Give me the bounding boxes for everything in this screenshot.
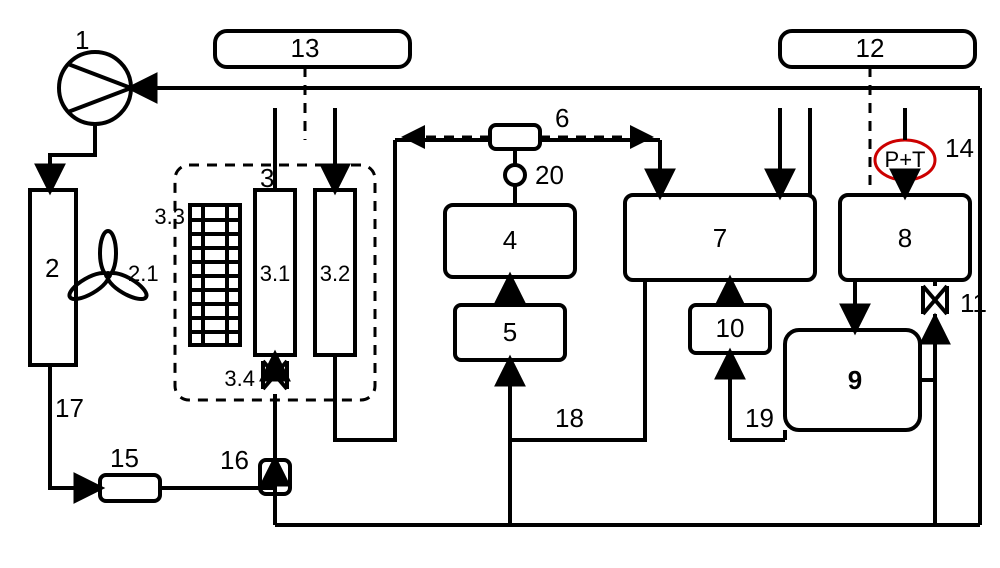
label-5: 5 <box>503 317 517 347</box>
label-3-1: 3.1 <box>260 261 291 286</box>
label-3-2: 3.2 <box>320 261 351 286</box>
label-1: 1 <box>75 25 89 55</box>
label-3-4: 3.4 <box>224 366 255 391</box>
diagram-svg: 13 12 1 2 2.1 3 3.3 3.1 3.2 3.4 4 5 6 20… <box>0 0 1000 568</box>
node-1 <box>59 52 131 124</box>
label-16: 16 <box>220 445 249 475</box>
label-18: 18 <box>555 403 584 433</box>
node-15 <box>100 475 160 501</box>
label-19: 19 <box>745 403 774 433</box>
label-3-3: 3.3 <box>154 204 185 229</box>
label-13: 13 <box>291 33 320 63</box>
edge-2-15 <box>50 365 100 488</box>
label-8: 8 <box>898 223 912 253</box>
label-17: 17 <box>55 393 84 423</box>
label-2-1: 2.1 <box>128 261 159 286</box>
label-9: 9 <box>848 365 862 395</box>
label-15: 15 <box>110 443 139 473</box>
edge-1-2 <box>50 124 95 190</box>
valve-3-4-icon <box>263 361 287 389</box>
label-7: 7 <box>713 223 727 253</box>
node-20 <box>505 165 525 185</box>
label-6: 6 <box>555 103 569 133</box>
label-2: 2 <box>45 253 59 283</box>
label-12: 12 <box>856 33 885 63</box>
valve-11-icon <box>923 286 947 314</box>
label-14: 14 <box>945 133 974 163</box>
label-20: 20 <box>535 160 564 190</box>
node-6 <box>490 125 540 149</box>
label-4: 4 <box>503 225 517 255</box>
label-pt: P+T <box>885 147 926 172</box>
label-10: 10 <box>716 313 745 343</box>
label-11: 11 <box>960 288 987 318</box>
